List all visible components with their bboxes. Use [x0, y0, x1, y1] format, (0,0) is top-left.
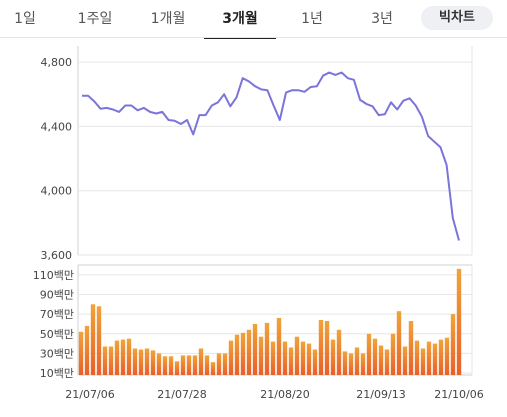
volume-bar	[258, 336, 264, 375]
volume-bar	[432, 343, 438, 375]
date-tick-label: 21/07/28	[157, 388, 206, 401]
volume-tick-label: 10백만	[40, 367, 74, 380]
price-series-line	[82, 71, 460, 241]
volume-bar	[192, 355, 198, 375]
tab-1-month[interactable]: 1개월	[150, 11, 186, 27]
volume-bar	[396, 311, 402, 375]
volume-bar	[348, 353, 354, 375]
price-grid	[77, 46, 473, 256]
tab-1-day[interactable]: 1일	[14, 11, 36, 27]
volume-bar	[276, 318, 282, 375]
volume-bar	[78, 331, 84, 375]
big-chart-button[interactable]: 빅차트	[421, 6, 493, 30]
volume-bar	[228, 340, 234, 375]
volume-bar	[384, 349, 390, 375]
volume-bar	[180, 355, 186, 375]
volume-bar	[330, 339, 336, 375]
volume-tick-label: 110백만	[33, 269, 74, 282]
volume-tick-label: 30백만	[40, 347, 74, 360]
volume-bar	[306, 343, 312, 375]
volume-bar	[420, 348, 426, 375]
volume-bar	[186, 355, 192, 375]
volume-bar	[438, 339, 444, 375]
volume-bar	[198, 348, 204, 375]
period-tab-bar: 1일 1주일 1개월 3개월 1년 3년 빅차트	[0, 0, 507, 39]
volume-bar	[114, 340, 120, 375]
volume-bar	[144, 348, 150, 375]
volume-tick-label: 70백만	[40, 308, 74, 321]
volume-bar	[222, 353, 228, 375]
volume-bar	[120, 339, 126, 375]
price-tick-label: 3,600	[41, 249, 73, 262]
volume-bar	[138, 349, 144, 375]
volume-bar	[90, 304, 96, 375]
volume-bar	[390, 333, 396, 376]
volume-tick-label: 50백만	[40, 328, 74, 341]
volume-bar	[408, 321, 414, 375]
volume-bar	[240, 332, 246, 375]
volume-bar	[282, 341, 288, 375]
volume-bar	[270, 341, 276, 375]
volume-bar	[246, 329, 252, 375]
price-tick-label: 4,000	[41, 185, 73, 198]
volume-bar	[234, 334, 240, 375]
date-tick-label: 21/07/06	[65, 388, 114, 401]
tab-1-year[interactable]: 1년	[301, 11, 323, 27]
volume-bar	[300, 341, 306, 375]
volume-bar	[312, 349, 318, 375]
volume-bar	[372, 338, 378, 375]
price-tick-label: 4,800	[41, 56, 73, 69]
volume-bar	[444, 337, 450, 375]
price-y-axis: 4,800 4,400 4,000 3,600	[41, 56, 73, 262]
volume-bar	[414, 340, 420, 375]
volume-bar	[210, 362, 216, 375]
price-line	[82, 71, 460, 241]
volume-bar	[162, 356, 168, 375]
tab-3-month[interactable]: 3개월	[204, 0, 276, 39]
volume-bar	[456, 268, 462, 375]
volume-bar	[150, 350, 156, 375]
tab-3-year[interactable]: 3년	[371, 11, 393, 27]
date-tick-label: 21/08/20	[260, 388, 309, 401]
volume-bar	[402, 346, 408, 375]
volume-bar	[102, 346, 108, 375]
volume-bar	[324, 321, 330, 375]
volume-bar	[252, 323, 258, 375]
volume-bar	[156, 353, 162, 375]
volume-y-axis: 110백만 90백만 70백만 50백만 30백만 10백만	[33, 269, 74, 380]
volume-bar	[264, 322, 270, 375]
volume-bar	[336, 329, 342, 375]
volume-bar	[216, 353, 222, 375]
volume-bar	[204, 355, 210, 375]
date-x-axis: 21/07/06 21/07/28 21/08/20 21/09/13 21/10/06	[65, 388, 483, 401]
price-tick-label: 4,400	[41, 120, 73, 133]
volume-bar	[450, 314, 456, 375]
volume-bar	[174, 361, 180, 376]
tab-divider	[0, 37, 507, 38]
volume-bars	[78, 268, 462, 376]
volume-bar	[168, 356, 174, 375]
tab-1-week[interactable]: 1주일	[77, 11, 113, 27]
volume-bar	[126, 338, 132, 375]
volume-bar	[108, 346, 114, 375]
volume-bar	[318, 320, 324, 375]
volume-bar	[366, 333, 372, 376]
volume-bar	[426, 341, 432, 375]
date-tick-label: 21/09/13	[356, 388, 405, 401]
volume-tick-label: 90백만	[40, 288, 74, 301]
volume-bar	[360, 353, 366, 375]
date-tick-label: 21/10/06	[434, 388, 483, 401]
volume-bar	[288, 347, 294, 375]
volume-bar	[84, 325, 90, 375]
volume-bar	[378, 345, 384, 375]
volume-bar	[96, 306, 102, 376]
volume-bar	[294, 336, 300, 375]
volume-bar	[342, 351, 348, 375]
volume-bar	[132, 348, 138, 375]
volume-bar	[354, 347, 360, 375]
